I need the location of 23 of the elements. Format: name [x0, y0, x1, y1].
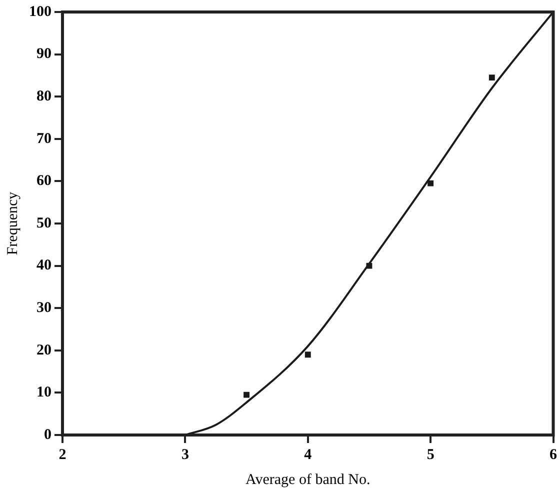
point — [244, 392, 250, 398]
point — [366, 262, 372, 269]
x-tick-label: 2 — [58, 446, 66, 463]
x-tick-label: 6 — [550, 446, 558, 463]
x-axis-title: Average of band No. — [246, 472, 370, 488]
x-tick-label: 4 — [304, 446, 312, 463]
y-tick-label: 80 — [36, 88, 52, 104]
y-tick-label: 40 — [36, 258, 52, 274]
y-axis-title: Frequency — [4, 191, 21, 256]
y-tick-label: 50 — [36, 215, 52, 232]
y-tick-label: 70 — [36, 130, 52, 147]
y-tick-label: 10 — [36, 384, 52, 401]
y-tick-label: 90 — [36, 46, 52, 62]
y-tick-label: 0 — [44, 426, 52, 443]
x-tick-label: 5 — [426, 446, 434, 463]
y-tick-label: 20 — [36, 342, 52, 358]
point — [304, 352, 311, 358]
point — [488, 74, 495, 81]
y-tick-label: 30 — [36, 300, 52, 316]
point — [428, 180, 434, 186]
y-tick-label: 60 — [36, 173, 52, 190]
x-tick-label: 3 — [181, 446, 189, 463]
y-tick-label: 100 — [29, 4, 52, 20]
